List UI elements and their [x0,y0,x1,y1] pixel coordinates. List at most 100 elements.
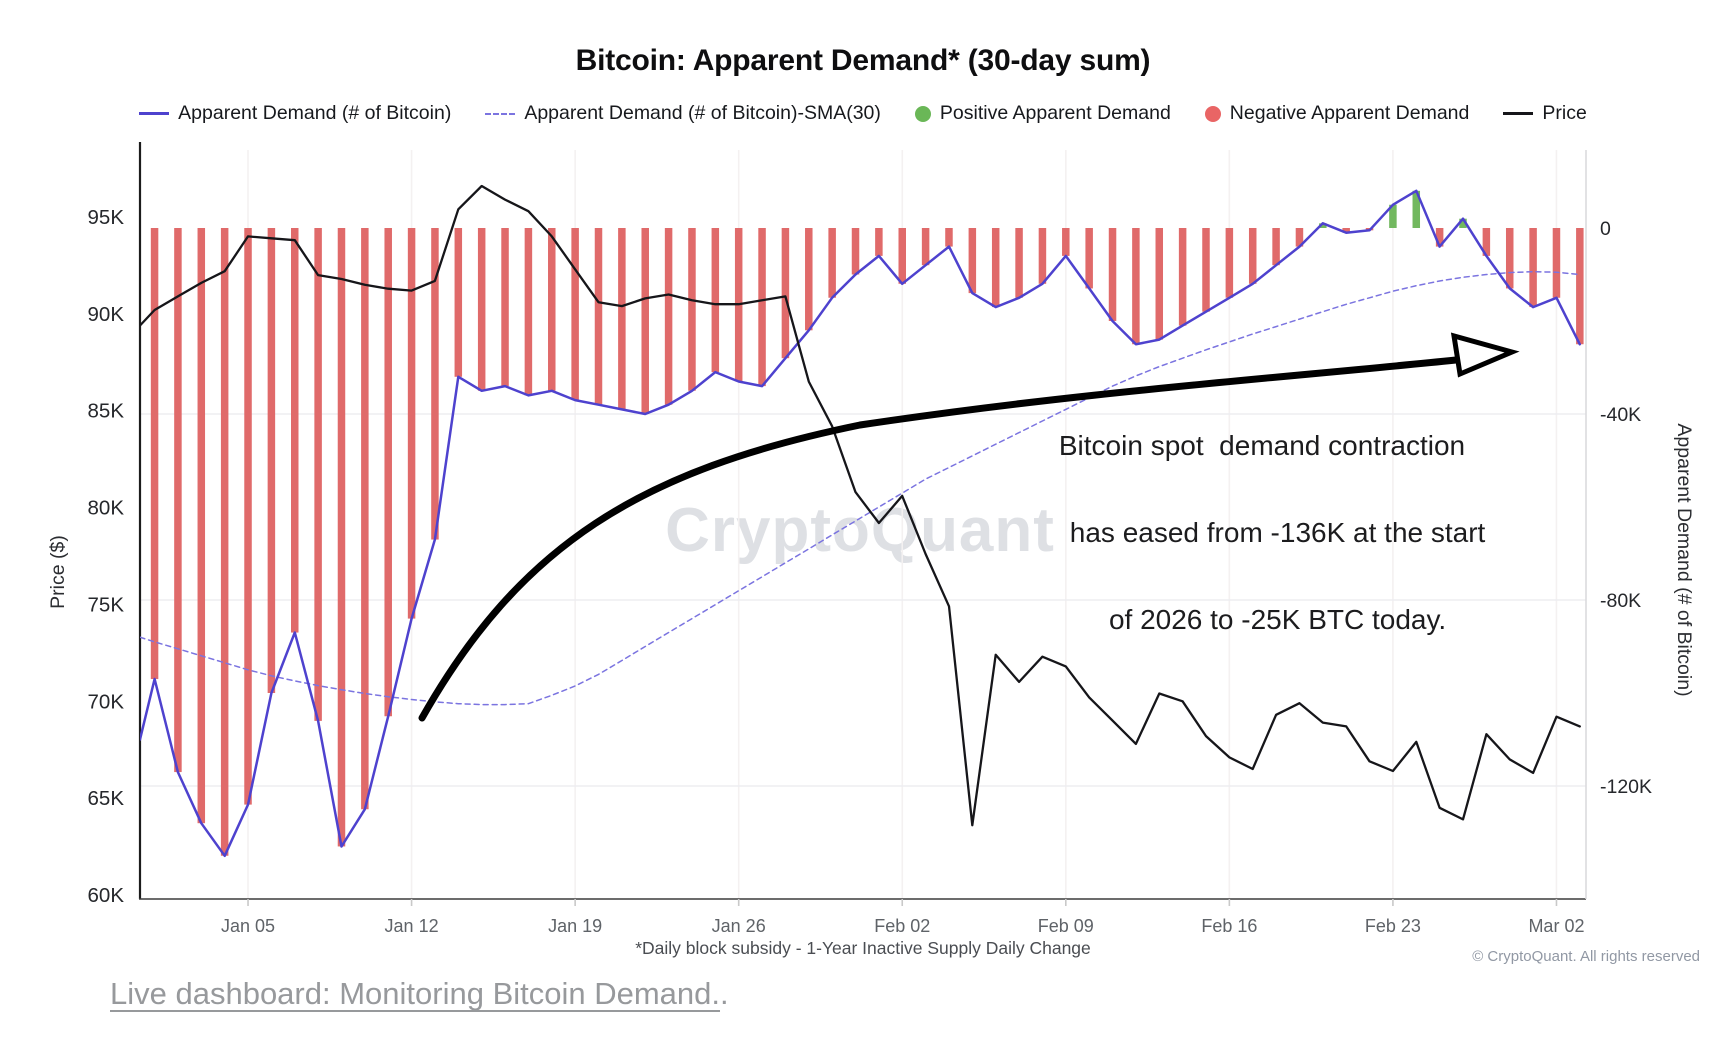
negative-demand-bar [548,228,556,391]
red-dot-icon [1204,105,1221,122]
x-tick-label: Mar 02 [1528,916,1584,936]
left-tick-label: 75K [88,593,125,616]
negative-demand-bar [1015,228,1023,298]
legend-label: Negative Apparent Demand [1229,102,1470,124]
negative-demand-bar [174,228,182,773]
footnote: *Daily block subsidy - 1-Year Inactive S… [635,938,1091,958]
negative-demand-bar [267,228,276,693]
negative-demand-bar [805,228,813,331]
negative-demand-bar [220,228,229,856]
legend-label: Apparent Demand (# of Bitcoin)-SMA(30) [524,102,881,124]
negative-demand-bar [431,228,439,540]
negative-demand-bar [898,228,906,284]
negative-demand-bar [1482,228,1491,256]
negative-demand-bar [781,228,790,359]
negative-demand-bar [150,228,159,680]
negative-demand-bar [921,228,930,266]
dashed-line-swatch-icon [485,112,516,115]
negative-demand-bar [1295,228,1304,247]
right-tick-label: -40K [1600,404,1641,426]
positive-demand-bar [1319,223,1327,228]
negative-demand-bar [828,228,836,298]
negative-demand-bar [968,228,977,294]
x-tick-label: Feb 09 [1038,916,1094,936]
right-tick-label: 0 [1600,218,1611,240]
negative-demand-bar [314,228,322,721]
left-tick-label: 80K [88,497,125,520]
negative-demand-bar [1178,228,1187,326]
left-tick-label: 65K [88,787,125,810]
negative-demand-bar [758,228,766,387]
negative-demand-bar [1248,228,1257,284]
dashboard-link-suffix: . [720,976,729,1011]
negative-demand-bar [477,228,486,391]
chart-title: Bitcoin: Apparent Demand* (30-day sum) [575,44,1151,77]
negative-demand-bar [1505,228,1514,289]
negative-demand-bar [1529,228,1537,308]
negative-demand-bar [361,228,369,810]
annotation-line: of 2026 to -25K BTC today. [1108,603,1447,635]
x-tick-label: Feb 02 [874,916,930,936]
sma-line [140,270,1581,706]
x-tick-label: Feb 23 [1365,916,1421,936]
legend-label: Positive Apparent Demand [939,102,1171,124]
negative-demand-bar [641,228,649,414]
left-tick-label: 90K [88,303,125,326]
negative-demand-bar [1108,228,1117,321]
negative-demand-bar [1155,228,1164,340]
legend: Apparent Demand (# of Bitcoin) Apparent … [0,102,1726,125]
negative-demand-bar [991,228,1000,308]
x-tick-label: Feb 16 [1201,916,1257,936]
dashboard-link-text[interactable]: Live dashboard: Monitoring Bitcoin Deman… [110,976,721,1011]
negative-demand-bar [875,228,883,256]
positive-demand-bar [1412,190,1421,228]
right-tick-label: -120K [1600,776,1652,798]
negative-demand-bar [1576,228,1584,345]
x-tick-label: Jan 05 [221,916,275,936]
negative-demand-bar [571,228,579,401]
negative-demand-bar [197,228,206,824]
negative-demand-bar [711,228,720,373]
x-tick-label: Jan 19 [548,916,602,936]
left-tick-label: 85K [88,400,125,423]
annotation-line: Bitcoin spot demand contraction [1058,430,1466,461]
legend-item-apparent-demand: Apparent Demand (# of Bitcoin) [139,102,451,125]
negative-demand-bar [945,228,953,247]
negative-demand-bar [664,228,673,405]
negative-demand-bar [1132,228,1140,345]
negative-demand-bar [851,228,860,275]
right-axis-title: Apparent Demand (# of Bitcoin) [1673,423,1695,696]
negative-demand-bar [594,228,603,405]
annotation-line: has eased from -136K at the start [1069,516,1486,548]
negative-demand-bar [244,228,252,805]
black-line-swatch-icon [1503,112,1534,115]
x-tick-label: Jan 26 [712,916,766,936]
negative-demand-bar [1202,228,1210,312]
right-tick-label: -80K [1600,590,1641,612]
positive-demand-bar [1459,218,1467,228]
annotation-arrowhead-icon [1450,332,1520,378]
negative-demand-bar [454,228,463,377]
annotation-text: Bitcoin spot demand contraction has ease… [992,424,1532,641]
apparent-demand-line [140,189,1582,858]
negative-demand-bar [1225,228,1234,298]
annotation-arrow [418,356,1460,722]
legend-item-price: Price [1503,102,1587,125]
dashboard-link[interactable]: Live dashboard: Monitoring Bitcoin Deman… [110,976,729,1012]
solid-line-swatch-icon [139,112,170,115]
legend-item-negative-demand: Negative Apparent Demand [1204,102,1470,125]
negative-demand-bar [501,228,509,387]
left-tick-label: 60K [88,884,125,907]
negative-demand-bar [384,228,392,717]
negative-demand-bar [1085,228,1093,289]
legend-label: Apparent Demand (# of Bitcoin) [178,102,452,124]
legend-label: Price [1542,102,1587,124]
negative-demand-bar [1552,228,1561,298]
negative-demand-bar [291,228,299,633]
left-axis-title: Price ($) [47,535,69,609]
negative-demand-bar [337,228,346,847]
negative-demand-bar [1038,228,1047,284]
left-tick-label: 95K [88,206,125,229]
